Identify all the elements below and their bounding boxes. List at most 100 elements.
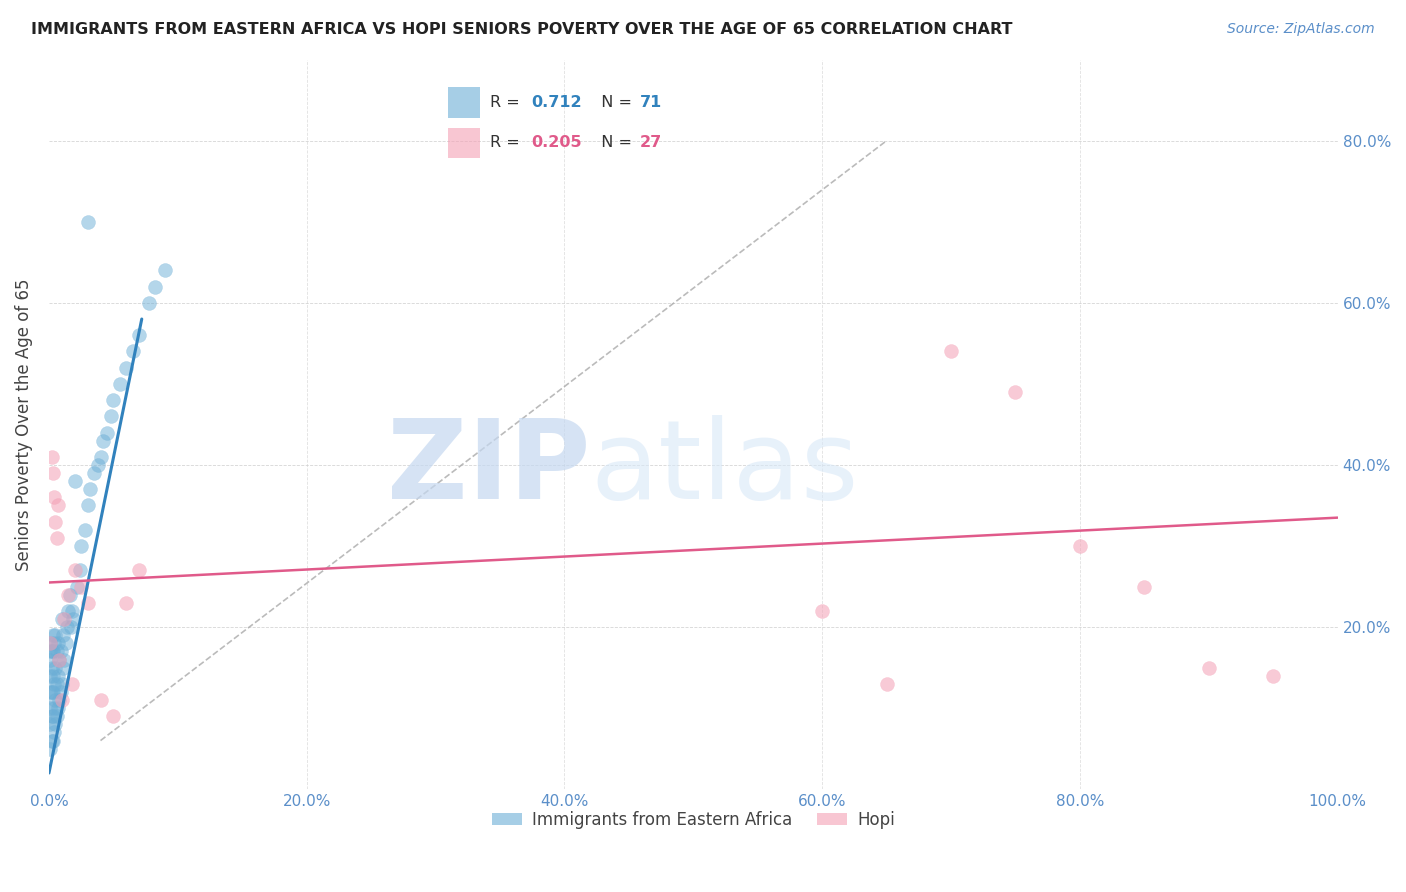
Point xyxy=(63,563,86,577)
Point xyxy=(45,677,67,691)
Point xyxy=(42,725,65,739)
Point xyxy=(52,628,75,642)
Point xyxy=(121,344,143,359)
Point xyxy=(39,636,62,650)
Y-axis label: Seniors Poverty Over the Age of 65: Seniors Poverty Over the Age of 65 xyxy=(15,278,32,571)
Point xyxy=(58,588,80,602)
Point xyxy=(876,677,898,691)
Point xyxy=(55,636,77,650)
Point xyxy=(44,693,66,707)
Point xyxy=(53,612,76,626)
Point xyxy=(103,709,125,723)
Point xyxy=(41,644,63,658)
Bar xyxy=(447,87,479,118)
Point xyxy=(83,466,105,480)
Point xyxy=(42,466,65,480)
Point xyxy=(62,612,84,626)
Point xyxy=(91,434,114,448)
Point xyxy=(42,636,65,650)
Point xyxy=(103,393,125,408)
Point xyxy=(79,483,101,497)
Text: ZIP: ZIP xyxy=(387,415,591,522)
Point xyxy=(143,279,166,293)
Point xyxy=(44,515,66,529)
Point xyxy=(58,604,80,618)
Point xyxy=(108,376,131,391)
Point xyxy=(60,604,83,618)
Point xyxy=(44,660,66,674)
Point xyxy=(45,531,67,545)
Point xyxy=(60,677,83,691)
Text: Source: ZipAtlas.com: Source: ZipAtlas.com xyxy=(1227,22,1375,37)
Point xyxy=(128,563,150,577)
Text: 27: 27 xyxy=(640,136,662,151)
Point xyxy=(39,652,62,666)
Point xyxy=(42,733,65,747)
Text: R =: R = xyxy=(489,136,524,151)
Point xyxy=(39,644,62,658)
Point xyxy=(53,652,76,666)
Point xyxy=(76,215,98,229)
Point xyxy=(48,693,70,707)
Point xyxy=(58,588,80,602)
Point xyxy=(41,709,63,723)
Point xyxy=(52,660,75,674)
Point xyxy=(1133,580,1156,594)
Point xyxy=(70,539,93,553)
Point xyxy=(153,263,176,277)
Point xyxy=(44,628,66,642)
Point xyxy=(42,709,65,723)
Point xyxy=(42,701,65,715)
Point xyxy=(42,669,65,683)
Point xyxy=(48,652,70,666)
Text: 0.205: 0.205 xyxy=(531,136,582,151)
Point xyxy=(44,717,66,731)
Point xyxy=(76,499,98,513)
Text: 71: 71 xyxy=(640,95,662,110)
Point xyxy=(39,717,62,731)
Point xyxy=(51,677,73,691)
Point xyxy=(51,612,73,626)
Point xyxy=(39,636,62,650)
Point xyxy=(69,563,91,577)
Bar xyxy=(447,128,479,158)
Point xyxy=(45,709,67,723)
Point xyxy=(49,644,72,658)
Text: N =: N = xyxy=(591,136,637,151)
Point xyxy=(42,677,65,691)
Point xyxy=(48,652,70,666)
Point xyxy=(41,685,63,699)
Point xyxy=(42,685,65,699)
Point xyxy=(39,701,62,715)
Point xyxy=(70,580,93,594)
Text: IMMIGRANTS FROM EASTERN AFRICA VS HOPI SENIORS POVERTY OVER THE AGE OF 65 CORREL: IMMIGRANTS FROM EASTERN AFRICA VS HOPI S… xyxy=(31,22,1012,37)
Point xyxy=(811,604,834,618)
Point xyxy=(1004,384,1026,399)
Point xyxy=(41,450,63,464)
Point xyxy=(46,669,69,683)
Point xyxy=(39,685,62,699)
Point xyxy=(66,580,89,594)
Point xyxy=(39,669,62,683)
Legend: Immigrants from Eastern Africa, Hopi: Immigrants from Eastern Africa, Hopi xyxy=(485,805,901,836)
Point xyxy=(63,474,86,488)
Point xyxy=(46,701,69,715)
Point xyxy=(46,636,69,650)
Point xyxy=(56,620,79,634)
Point xyxy=(1198,660,1220,674)
Point xyxy=(939,344,962,359)
Point xyxy=(39,741,62,756)
Point xyxy=(1263,669,1285,683)
Point xyxy=(138,295,160,310)
Point xyxy=(46,499,69,513)
Point xyxy=(45,644,67,658)
Point xyxy=(59,620,82,634)
Point xyxy=(115,596,138,610)
Point xyxy=(128,328,150,343)
Point xyxy=(41,733,63,747)
Point xyxy=(100,409,122,424)
Text: 0.712: 0.712 xyxy=(531,95,582,110)
Point xyxy=(42,491,65,505)
Text: atlas: atlas xyxy=(591,415,859,522)
Point xyxy=(51,693,73,707)
